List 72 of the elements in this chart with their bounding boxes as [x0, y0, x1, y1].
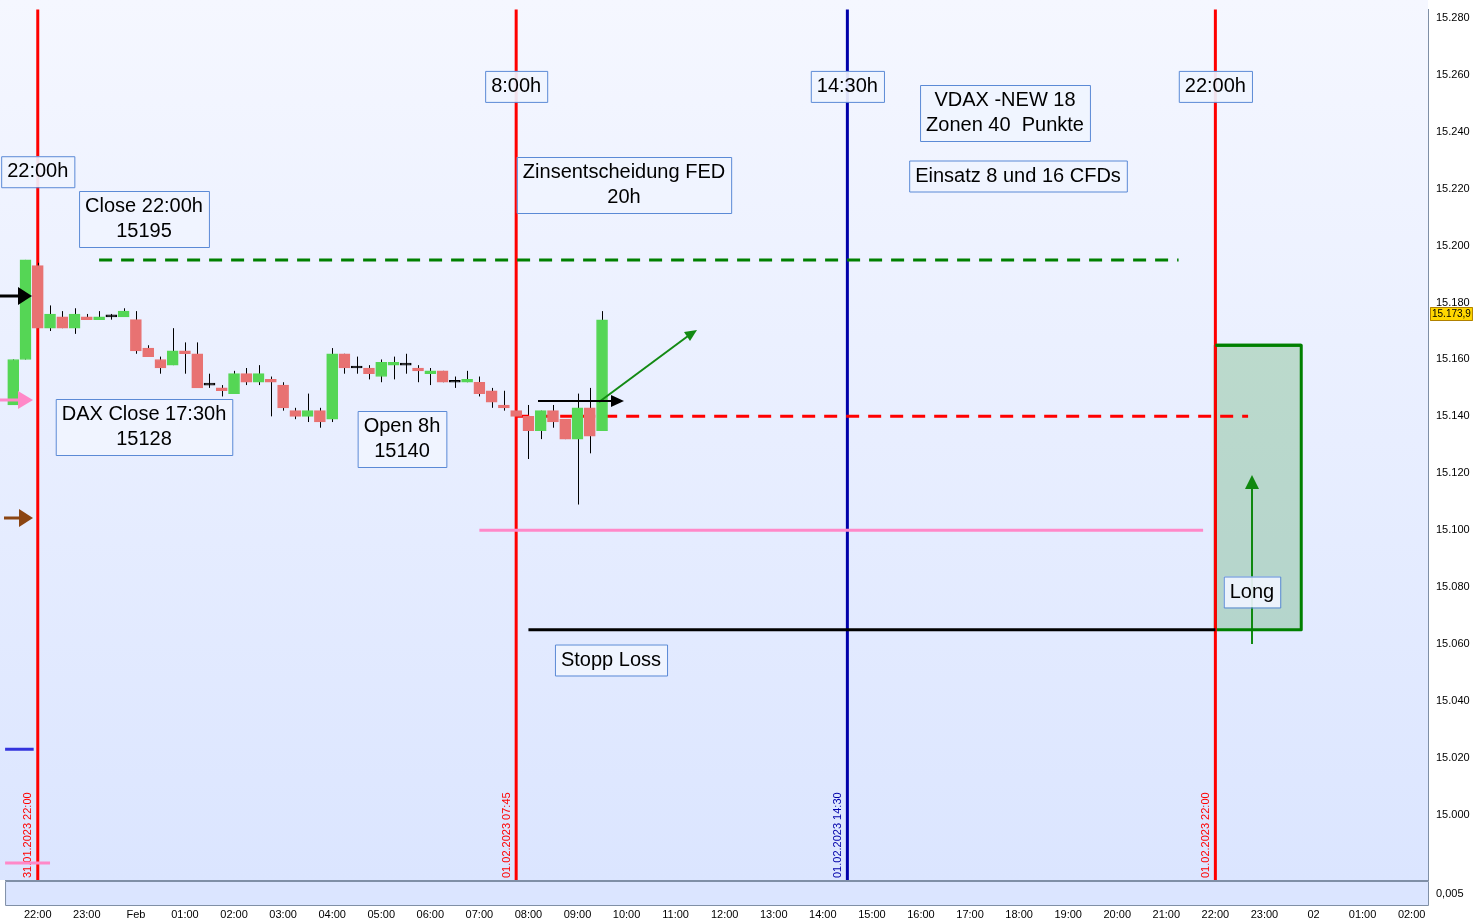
- x-tick-label: 11:00: [662, 907, 689, 920]
- x-tick-label: 18:00: [1005, 907, 1033, 920]
- x-tick-label: 01:00: [171, 907, 199, 920]
- ref-line-label: 31.01.2023 22:00: [21, 792, 34, 878]
- y-tick-label: 15.060: [1436, 636, 1470, 649]
- x-tick-label: 02:00: [1397, 907, 1426, 920]
- y-tick-label: 15.040: [1436, 693, 1470, 706]
- annotation: 8:00h: [491, 73, 542, 96]
- annotation: Zinsentscheidung FED 20h: [522, 160, 726, 208]
- text: 15.173,9: [1432, 307, 1472, 319]
- annotation: Open 8h 15140: [363, 414, 441, 462]
- y-tick-label: 15.280: [1436, 11, 1470, 24]
- x-tick-label: 21:00: [1152, 907, 1181, 920]
- x-tick-label: 16:00: [907, 907, 935, 920]
- candlestick: [228, 370, 240, 395]
- y-tick-label: 15.200: [1436, 238, 1470, 251]
- x-tick-label: 08:00: [514, 907, 543, 920]
- x-tick-label: 07:00: [465, 907, 494, 920]
- x-tick-label: Feb: [126, 907, 146, 920]
- candlestick: [534, 410, 547, 440]
- candlestick: [547, 404, 559, 429]
- x-tick-label: 20:00: [1103, 907, 1132, 920]
- x-tick-label: 06:00: [416, 907, 445, 920]
- annotation: Close 22:00h 15195: [85, 194, 203, 242]
- x-tick-label: 10:00: [612, 907, 641, 920]
- candlestick: [301, 393, 314, 423]
- text: 0,005: [1436, 887, 1464, 900]
- x-tick-label: 04:00: [318, 907, 346, 920]
- ref-line-label: 01.02.2023 22:00: [1198, 792, 1211, 878]
- x-tick-label: 13:00: [760, 907, 788, 920]
- x-tick-label: 02: [1307, 907, 1320, 920]
- ref-line-label: 01.02.2023 14:30: [830, 792, 843, 878]
- candlestick: [44, 304, 56, 332]
- x-tick-label: 02:00: [220, 907, 248, 920]
- candlestick: [522, 404, 535, 460]
- x-tick-label: 14:00: [809, 907, 837, 920]
- annotation: 22:00h: [7, 159, 69, 182]
- y-tick-label: 15.120: [1436, 466, 1470, 479]
- annotation: DAX Close 17:30h 15128: [61, 402, 227, 450]
- candlestick: [252, 364, 265, 386]
- x-tick-label: 09:00: [563, 907, 592, 920]
- y-tick-label: 15.100: [1436, 523, 1470, 536]
- x-tick-label: 05:00: [367, 907, 395, 920]
- y-tick-label: 15.220: [1436, 181, 1470, 194]
- x-tick-label: 23:00: [73, 907, 101, 920]
- y-tick-label: 15.000: [1436, 807, 1470, 820]
- annotation: 22:00h: [1184, 73, 1246, 96]
- ref-line-label: 01.02.2023 07:45: [499, 792, 512, 878]
- x-tick-label: 22:00: [1201, 907, 1230, 920]
- x-tick-label: 12:00: [710, 907, 739, 920]
- x-tick-label: 15:00: [858, 907, 886, 920]
- y-tick-label: 15.140: [1436, 409, 1470, 422]
- x-tick-label: 17:00: [956, 907, 984, 920]
- annotation: VDAX -NEW 18 Zonen 40 Punkte: [926, 88, 1084, 136]
- candlestick: [314, 407, 326, 429]
- x-tick-label: 22:00: [24, 907, 52, 920]
- y-tick-label: 15.160: [1436, 352, 1470, 365]
- y-tick-label: 15.260: [1436, 68, 1470, 81]
- y-tick-label: 15.180: [1436, 295, 1470, 308]
- x-tick-label: 03:00: [269, 907, 297, 920]
- annotation: Long: [1229, 579, 1275, 602]
- annotation: 14:30h: [816, 73, 878, 96]
- candlestick: [265, 376, 277, 417]
- y-tick-label: 15.080: [1436, 580, 1470, 593]
- annotation: Einsatz 8 und 16 CFDs: [915, 163, 1121, 186]
- x-tick-label: 23:00: [1250, 907, 1279, 920]
- annotation: Stopp Loss: [560, 647, 662, 670]
- y-tick-label: 15.020: [1436, 750, 1470, 763]
- y-tick-label: 15.240: [1436, 124, 1470, 137]
- x-tick-label: 01:00: [1348, 907, 1377, 920]
- candlestick: [277, 381, 289, 412]
- x-tick-label: 19:00: [1054, 907, 1082, 920]
